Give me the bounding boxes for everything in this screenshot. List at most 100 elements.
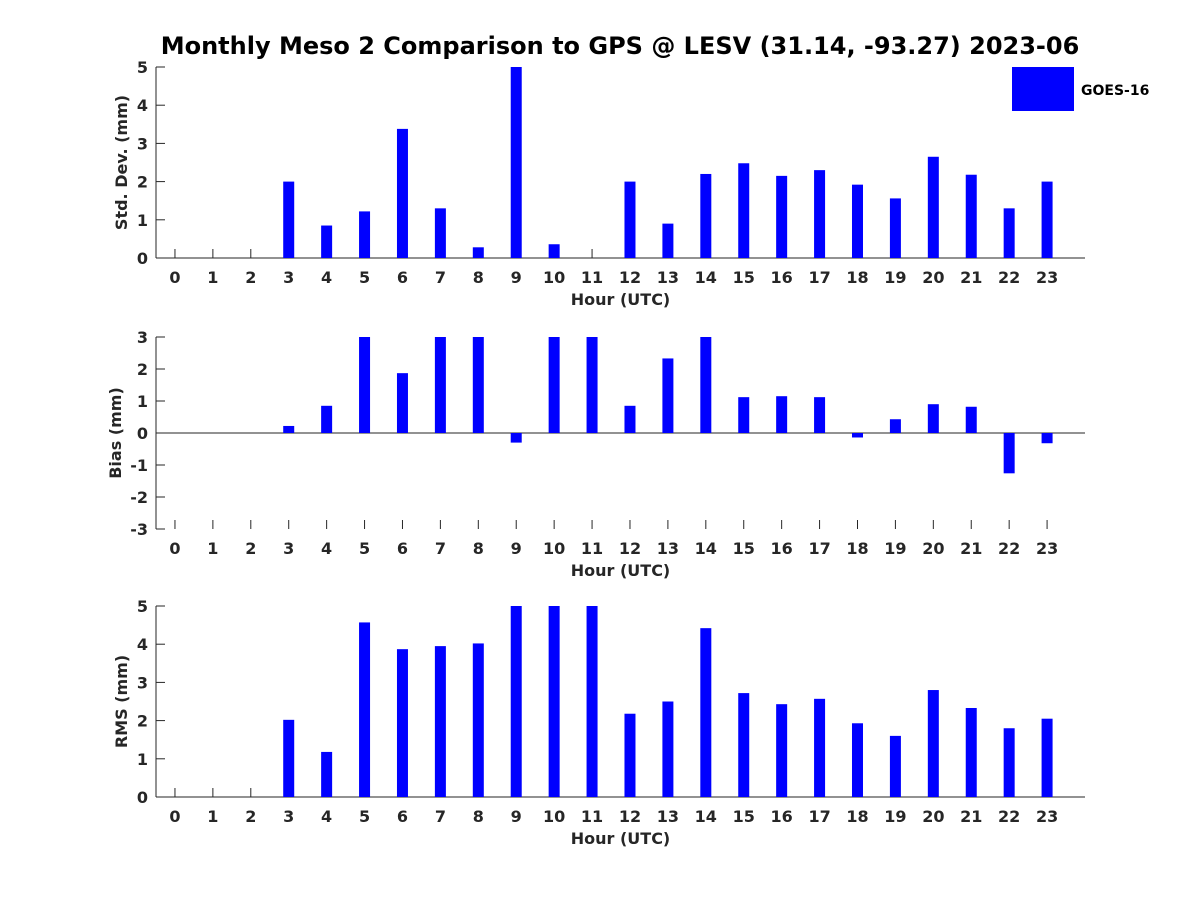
x-tick-label: 0	[169, 807, 180, 826]
bar	[738, 693, 750, 797]
bar	[359, 622, 371, 797]
bar	[510, 606, 522, 797]
y-tick-label: 0	[137, 249, 148, 268]
x-tick-label: 17	[808, 807, 830, 826]
x-tick-label: 5	[359, 268, 370, 287]
x-tick-label: 20	[922, 268, 944, 287]
x-tick-label: 23	[1036, 268, 1058, 287]
x-tick-label: 3	[283, 539, 294, 558]
x-tick-label: 14	[695, 268, 717, 287]
y-tick-label: -1	[130, 456, 148, 475]
x-tick-label: 6	[397, 807, 408, 826]
y-tick-label: 0	[137, 788, 148, 807]
bar	[434, 337, 446, 433]
bar	[927, 156, 939, 258]
x-tick-label: 20	[922, 807, 944, 826]
x-tick-label: 15	[733, 268, 755, 287]
bar	[510, 433, 522, 443]
x-tick-label: 1	[207, 268, 218, 287]
bar	[321, 751, 333, 797]
x-tick-label: 11	[581, 807, 603, 826]
x-tick-label: 22	[998, 539, 1020, 558]
y-tick-label: 4	[137, 635, 148, 654]
bar	[700, 337, 712, 433]
bar	[359, 211, 371, 258]
x-tick-label: 18	[846, 268, 868, 287]
x-tick-label: 16	[771, 539, 793, 558]
bar	[776, 704, 788, 797]
bar	[283, 181, 295, 258]
bar	[776, 175, 788, 258]
bar	[624, 181, 636, 258]
x-tick-label: 23	[1036, 807, 1058, 826]
bar	[927, 404, 939, 433]
x-tick-label: 12	[619, 268, 641, 287]
bar	[321, 405, 333, 433]
bar	[283, 425, 295, 433]
x-tick-label: 22	[998, 807, 1020, 826]
x-tick-label: 10	[543, 268, 565, 287]
x-tick-label: 4	[321, 268, 332, 287]
bar	[965, 707, 977, 797]
x-axis-label: Hour (UTC)	[571, 290, 671, 309]
y-tick-label: 3	[137, 134, 148, 153]
x-tick-label: 12	[619, 807, 641, 826]
x-tick-label: 1	[207, 807, 218, 826]
x-tick-label: 11	[581, 268, 603, 287]
x-tick-label: 0	[169, 268, 180, 287]
bar	[927, 690, 939, 797]
y-tick-label: 5	[137, 597, 148, 616]
x-axis-label: Hour (UTC)	[571, 829, 671, 848]
x-tick-label: 7	[435, 539, 446, 558]
x-tick-label: 19	[884, 807, 906, 826]
bar	[1003, 433, 1015, 474]
bar	[662, 358, 674, 433]
bar	[851, 433, 863, 438]
bar	[472, 643, 484, 797]
legend-label: GOES-16	[1081, 83, 1149, 99]
x-tick-label: 14	[695, 807, 717, 826]
bar	[359, 337, 371, 433]
bar	[889, 419, 901, 433]
x-tick-label: 16	[771, 268, 793, 287]
x-tick-label: 15	[733, 807, 755, 826]
bar	[776, 396, 788, 433]
bar	[548, 244, 560, 258]
x-tick-label: 12	[619, 539, 641, 558]
bar	[889, 735, 901, 797]
legend: GOES-16	[1012, 67, 1149, 111]
x-tick-label: 18	[846, 539, 868, 558]
y-tick-label: 5	[137, 58, 148, 77]
bar	[1041, 181, 1053, 258]
bar	[814, 397, 826, 433]
bar	[1041, 433, 1053, 444]
x-tick-label: 13	[657, 807, 679, 826]
bar	[434, 646, 446, 797]
x-tick-label: 9	[511, 539, 522, 558]
y-tick-label: -3	[130, 520, 148, 539]
bar	[510, 67, 522, 258]
bar	[396, 128, 408, 258]
bar	[738, 163, 750, 258]
bar	[624, 405, 636, 433]
y-tick-label: 2	[137, 712, 148, 731]
x-tick-label: 14	[695, 539, 717, 558]
bar	[586, 337, 598, 433]
x-tick-label: 21	[960, 807, 982, 826]
x-tick-label: 9	[511, 807, 522, 826]
y-tick-label: 2	[137, 360, 148, 379]
y-axis-label: RMS (mm)	[112, 655, 131, 748]
bar	[472, 337, 484, 433]
y-tick-label: 0	[137, 424, 148, 443]
bar	[738, 397, 750, 433]
y-tick-label: 3	[137, 673, 148, 692]
bar	[1003, 728, 1015, 797]
y-axis-label: Std. Dev. (mm)	[112, 95, 131, 230]
x-tick-label: 16	[771, 807, 793, 826]
bar	[396, 373, 408, 433]
y-tick-label: 3	[137, 328, 148, 347]
